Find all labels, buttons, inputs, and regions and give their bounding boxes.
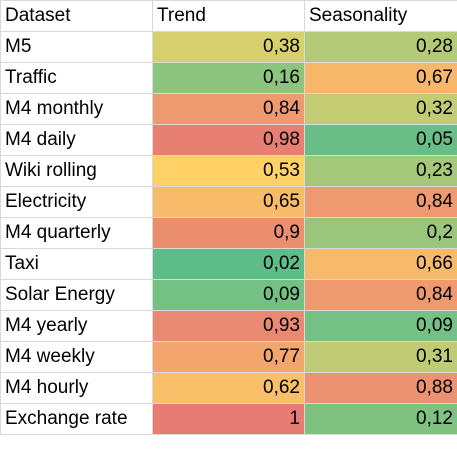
table-row-wiki-rolling: Wiki rolling 0,53 0,23	[0, 155, 457, 187]
dataset-label: M4 monthly	[0, 93, 153, 125]
trend-cell: 0,53	[152, 155, 305, 187]
seasonality-cell: 0,12	[304, 403, 457, 435]
table-row-m4-quarterly: M4 quarterly 0,9 0,2	[0, 217, 457, 249]
dataset-label: M4 hourly	[0, 372, 153, 404]
column-header-seasonality: Seasonality	[304, 0, 457, 32]
dataset-label: Electricity	[0, 186, 153, 218]
dataset-label: Wiki rolling	[0, 155, 153, 187]
trend-cell: 0,16	[152, 62, 305, 94]
trend-cell: 1	[152, 403, 305, 435]
dataset-label: Traffic	[0, 62, 153, 94]
dataset-label: M4 weekly	[0, 341, 153, 373]
dataset-label: M5	[0, 31, 153, 63]
dataset-label: M4 quarterly	[0, 217, 153, 249]
table-row-m4-weekly: M4 weekly 0,77 0,31	[0, 341, 457, 373]
seasonality-cell: 0,66	[304, 248, 457, 280]
trend-cell: 0,9	[152, 217, 305, 249]
table-row-exchange-rate: Exchange rate 1 0,12	[0, 403, 457, 435]
table-row-solar-energy: Solar Energy 0,09 0,84	[0, 279, 457, 311]
trend-cell: 0,38	[152, 31, 305, 63]
column-header-trend: Trend	[152, 0, 305, 32]
table-body: M5 0,38 0,28 Traffic 0,16 0,67 M4 monthly 0,84 0…	[0, 31, 457, 435]
seasonality-cell: 0,88	[304, 372, 457, 404]
seasonality-cell: 0,32	[304, 93, 457, 125]
header-row: Dataset Trend Seasonality	[0, 0, 457, 32]
trend-cell: 0,93	[152, 310, 305, 342]
trend-cell: 0,65	[152, 186, 305, 218]
table-row-m4-hourly: M4 hourly 0,62 0,88	[0, 372, 457, 404]
trend-cell: 0,09	[152, 279, 305, 311]
seasonality-cell: 0,67	[304, 62, 457, 94]
heatmap-table: Dataset Trend Seasonality M5 0,38 0,28 Traf…	[0, 0, 457, 435]
seasonality-cell: 0,84	[304, 186, 457, 218]
table-row-m4-daily: M4 daily 0,98 0,05	[0, 124, 457, 156]
table-row-m4-yearly: M4 yearly 0,93 0,09	[0, 310, 457, 342]
table-row-traffic: Traffic 0,16 0,67	[0, 62, 457, 94]
dataset-label: Solar Energy	[0, 279, 153, 311]
dataset-label: Exchange rate	[0, 403, 153, 435]
seasonality-cell: 0,23	[304, 155, 457, 187]
table-row-electricity: Electricity 0,65 0,84	[0, 186, 457, 218]
column-header-dataset: Dataset	[0, 0, 153, 32]
seasonality-cell: 0,05	[304, 124, 457, 156]
table-row-m4-monthly: M4 monthly 0,84 0,32	[0, 93, 457, 125]
dataset-label: M4 daily	[0, 124, 153, 156]
trend-cell: 0,02	[152, 248, 305, 280]
seasonality-cell: 0,2	[304, 217, 457, 249]
table-row-m5: M5 0,38 0,28	[0, 31, 457, 63]
table-row-taxi: Taxi 0,02 0,66	[0, 248, 457, 280]
seasonality-cell: 0,28	[304, 31, 457, 63]
dataset-label: Taxi	[0, 248, 153, 280]
trend-cell: 0,62	[152, 372, 305, 404]
seasonality-cell: 0,09	[304, 310, 457, 342]
seasonality-cell: 0,31	[304, 341, 457, 373]
trend-cell: 0,77	[152, 341, 305, 373]
trend-cell: 0,84	[152, 93, 305, 125]
trend-cell: 0,98	[152, 124, 305, 156]
seasonality-cell: 0,84	[304, 279, 457, 311]
dataset-label: M4 yearly	[0, 310, 153, 342]
